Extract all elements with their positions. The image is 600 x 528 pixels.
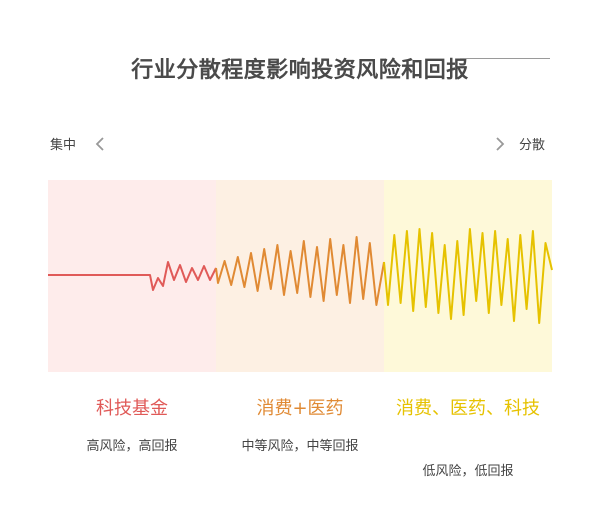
axis-left-label: 集中 [50,138,77,153]
band-concentrated [48,180,216,372]
segment-desc-diversified: 低风险，低回报 [422,464,514,479]
diagram-title: 行业分散程度影响投资风险和回报 [131,58,469,83]
segment-label-tech: 科技基金 [96,398,168,419]
axis-right-label: 分散 [519,138,546,153]
title-rule [460,58,550,59]
segment-label-consumer-medical: 消费+医药 [256,398,344,419]
segment-label-diversified: 消费、医药、科技 [396,398,540,419]
band-moderate [216,180,384,372]
chevron-left-icon [95,137,104,151]
segment-desc-tech: 高风险，高回报 [86,439,178,454]
band-diversified [384,180,552,372]
segment-desc-consumer-medical: 中等风险，中等回报 [241,439,359,454]
chevron-right-icon [496,137,505,151]
